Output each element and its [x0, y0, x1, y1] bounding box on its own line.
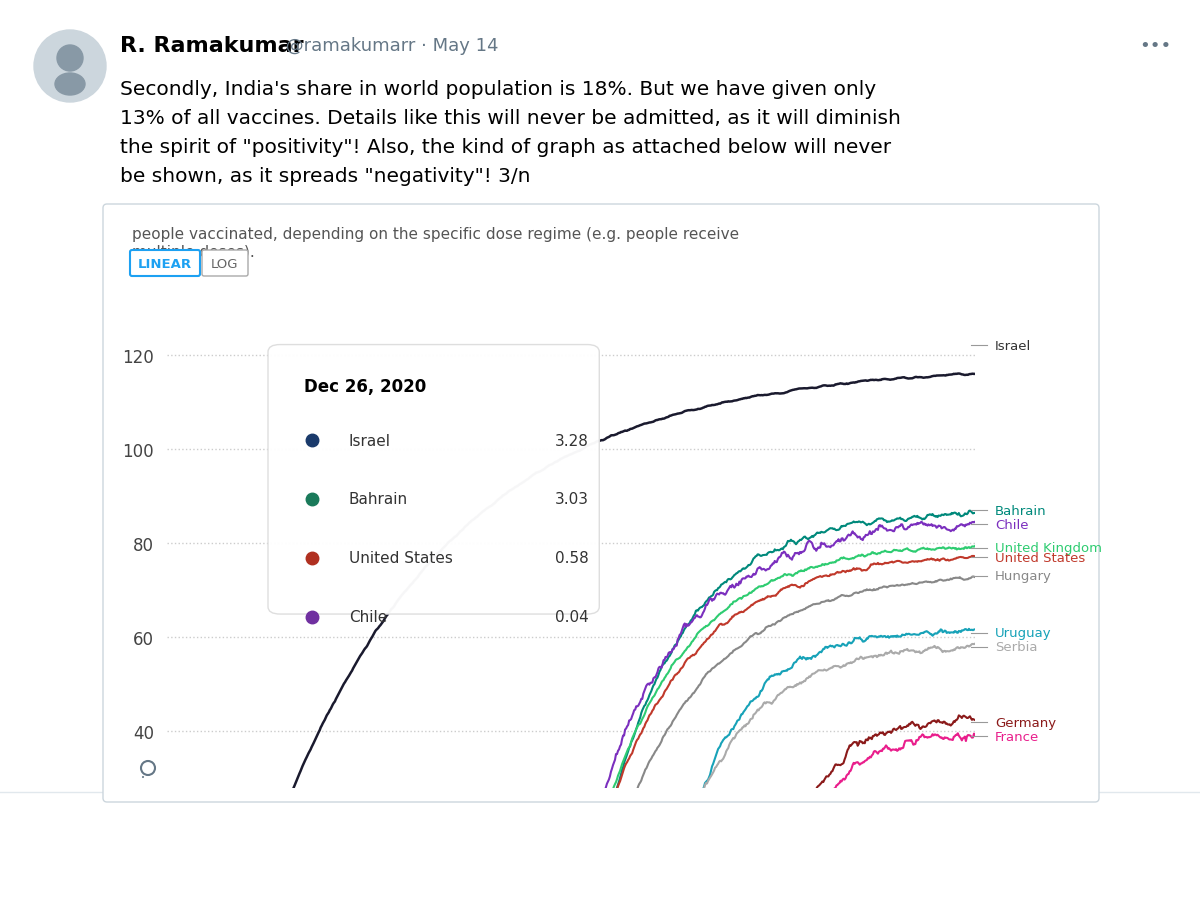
- Text: 3.28: 3.28: [554, 433, 589, 448]
- Text: 0.04: 0.04: [554, 609, 588, 624]
- Text: Secondly, India's share in world population is 18%. But we have given only: Secondly, India's share in world populat…: [120, 80, 876, 99]
- Text: people vaccinated, depending on the specific dose regime (e.g. people receive: people vaccinated, depending on the spec…: [132, 227, 739, 241]
- FancyBboxPatch shape: [268, 345, 599, 614]
- Text: multiple doses).: multiple doses).: [132, 245, 254, 260]
- Text: the spirit of "positivity"! Also, the kind of graph as attached below will never: the spirit of "positivity"! Also, the ki…: [120, 138, 892, 157]
- Text: @ramakumarr · May 14: @ramakumarr · May 14: [280, 37, 498, 55]
- Text: Israel: Israel: [995, 339, 1032, 353]
- Circle shape: [58, 46, 83, 72]
- Text: Hungary: Hungary: [995, 570, 1052, 583]
- Ellipse shape: [55, 74, 85, 96]
- Text: United States: United States: [349, 550, 452, 566]
- Text: be shown, as it spreads "negativity"! 3/n: be shown, as it spreads "negativity"! 3/…: [120, 167, 530, 186]
- Text: LINEAR: LINEAR: [138, 257, 192, 271]
- Text: 5: 5: [166, 760, 178, 778]
- Text: 13% of all vaccines. Details like this will never be admitted, as it will dimini: 13% of all vaccines. Details like this w…: [120, 109, 901, 128]
- Text: 3.03: 3.03: [554, 492, 589, 507]
- Text: 214: 214: [638, 760, 672, 778]
- Text: R. Ramakumar: R. Ramakumar: [120, 36, 304, 56]
- FancyBboxPatch shape: [103, 205, 1099, 802]
- Text: •••: •••: [1139, 37, 1171, 55]
- Text: United Kingdom: United Kingdom: [995, 542, 1103, 555]
- Text: Germany: Germany: [995, 716, 1056, 729]
- Text: 62: 62: [400, 760, 422, 778]
- Text: ♡: ♡: [612, 757, 634, 781]
- Text: ⟲: ⟲: [376, 757, 395, 781]
- FancyBboxPatch shape: [130, 251, 200, 277]
- Text: United States: United States: [995, 551, 1086, 564]
- Text: Serbia: Serbia: [995, 640, 1038, 653]
- Text: Israel: Israel: [349, 433, 391, 448]
- Text: LOG: LOG: [211, 257, 239, 271]
- Text: Chile: Chile: [995, 518, 1028, 531]
- Circle shape: [34, 31, 106, 103]
- Text: Uruguay: Uruguay: [995, 627, 1052, 640]
- Text: 0.58: 0.58: [554, 550, 588, 566]
- Text: Bahrain: Bahrain: [995, 504, 1046, 517]
- Text: Bahrain: Bahrain: [349, 492, 408, 507]
- Text: France: France: [995, 730, 1039, 742]
- Text: Dec 26, 2020: Dec 26, 2020: [305, 378, 427, 395]
- FancyBboxPatch shape: [202, 251, 248, 277]
- Text: Chile: Chile: [349, 609, 388, 624]
